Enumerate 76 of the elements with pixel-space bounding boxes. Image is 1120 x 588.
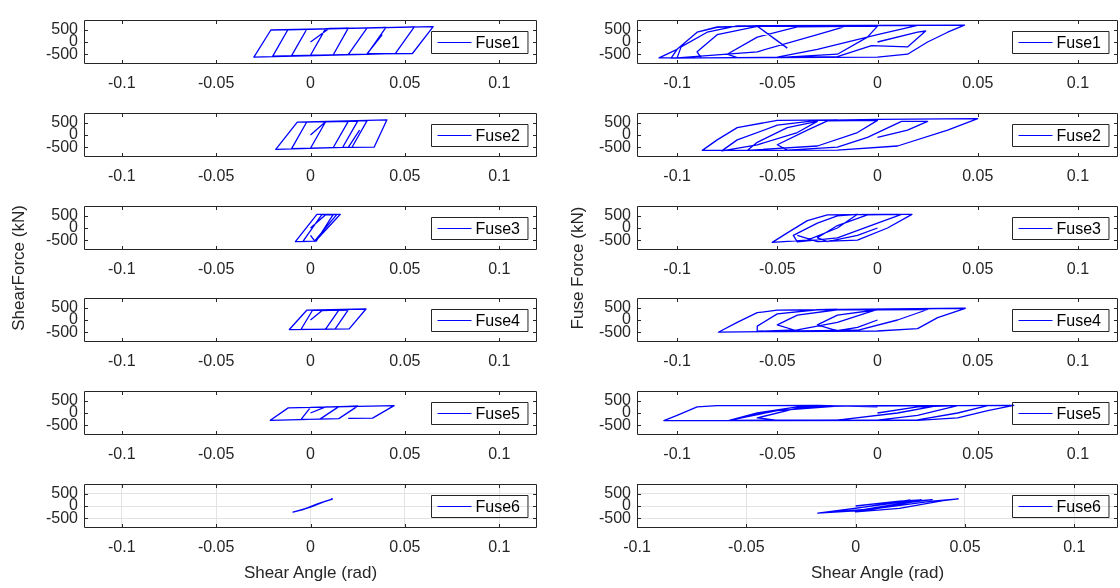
x-tick-label: -0.1: [107, 260, 136, 278]
x-tick-label: -0.05: [197, 352, 235, 370]
x-tick-label: 0.1: [488, 260, 511, 278]
x-tick-label: -0.05: [759, 260, 796, 278]
x-tick-label: 0.05: [962, 167, 994, 185]
x-tick-label: 0.05: [962, 352, 994, 370]
legend-label: Fuse1: [1056, 33, 1102, 51]
x-tick-label: 0: [306, 538, 316, 556]
x-tick-label: -0.1: [663, 74, 691, 92]
x-tick-label: 0: [306, 352, 316, 370]
x-tick-label: -0.1: [663, 445, 691, 463]
legend-label: Fuse2: [475, 126, 521, 144]
x-tick-label: 0.1: [488, 352, 511, 370]
legend-label: Fuse5: [1056, 404, 1102, 422]
x-tick-label: -0.1: [107, 74, 136, 92]
x-tick-label: 0.1: [1066, 74, 1090, 92]
x-tick-label: 0.05: [389, 260, 421, 278]
legend-label: Fuse5: [475, 404, 521, 422]
x-tick-label: 0: [306, 74, 316, 92]
x-tick-label: 0.05: [949, 538, 981, 556]
x-tick-label: 0: [873, 74, 883, 92]
x-tick-label: 0: [306, 260, 316, 278]
x-tick-label: -0.1: [663, 352, 691, 370]
x-tick-label: 0.05: [389, 352, 421, 370]
y-axis-title: ShearForce (kN): [8, 205, 29, 331]
x-tick-label: -0.1: [107, 352, 136, 370]
x-tick-label: 0: [851, 538, 861, 556]
x-tick-label: 0.05: [962, 74, 994, 92]
legend-label: Fuse6: [1056, 497, 1102, 515]
x-tick-label: 0.1: [1066, 445, 1090, 463]
legend-label: Fuse1: [475, 33, 521, 51]
x-tick-label: 0.05: [962, 260, 994, 278]
x-tick-label: -0.1: [107, 167, 136, 185]
legend-label: Fuse4: [1056, 311, 1102, 329]
x-tick-label: -0.1: [623, 538, 651, 556]
x-tick-label: -0.05: [759, 167, 796, 185]
x-tick-label: 0.1: [1063, 538, 1086, 556]
legend-label: Fuse3: [475, 219, 521, 237]
legend-label: Fuse4: [475, 311, 521, 329]
x-tick-label: -0.05: [197, 538, 235, 556]
legend-label: Fuse3: [1056, 219, 1102, 237]
x-tick-label: 0.1: [488, 74, 511, 92]
x-tick-label: -0.05: [197, 167, 235, 185]
x-tick-label: 0: [873, 445, 883, 463]
x-tick-label: 0.05: [962, 445, 994, 463]
x-tick-label: -0.05: [197, 445, 235, 463]
x-axis-title: Shear Angle (rad): [810, 563, 945, 583]
x-tick-label: 0: [306, 445, 316, 463]
x-tick-label: -0.1: [663, 167, 691, 185]
x-tick-label: 0: [873, 260, 883, 278]
x-tick-label: 0.05: [389, 74, 421, 92]
legend-label: Fuse6: [475, 497, 521, 515]
x-tick-label: 0.1: [1066, 352, 1090, 370]
x-tick-label: 0.1: [1066, 260, 1090, 278]
x-tick-label: -0.05: [759, 445, 796, 463]
x-tick-label: -0.1: [107, 445, 136, 463]
y-axis-title: Fuse Force (kN): [568, 206, 589, 330]
x-tick-label: -0.1: [663, 260, 691, 278]
x-axis-title: Shear Angle (rad): [243, 563, 378, 583]
x-tick-label: -0.1: [107, 538, 136, 556]
x-tick-label: 0: [306, 167, 316, 185]
x-tick-label: 0.1: [488, 538, 511, 556]
x-tick-label: 0.05: [389, 538, 421, 556]
x-tick-label: 0: [873, 352, 883, 370]
x-tick-label: 0.1: [488, 167, 511, 185]
x-tick-label: 0: [873, 167, 883, 185]
legend-label: Fuse2: [1056, 126, 1102, 144]
x-tick-label: 0.1: [488, 445, 511, 463]
x-tick-label: -0.05: [197, 260, 235, 278]
x-tick-label: -0.05: [728, 538, 765, 556]
x-tick-label: 0.1: [1066, 167, 1090, 185]
x-tick-label: 0.05: [389, 445, 421, 463]
x-tick-label: -0.05: [759, 352, 796, 370]
x-tick-label: -0.05: [197, 74, 235, 92]
x-tick-label: 0.05: [389, 167, 421, 185]
x-tick-label: -0.05: [759, 74, 796, 92]
